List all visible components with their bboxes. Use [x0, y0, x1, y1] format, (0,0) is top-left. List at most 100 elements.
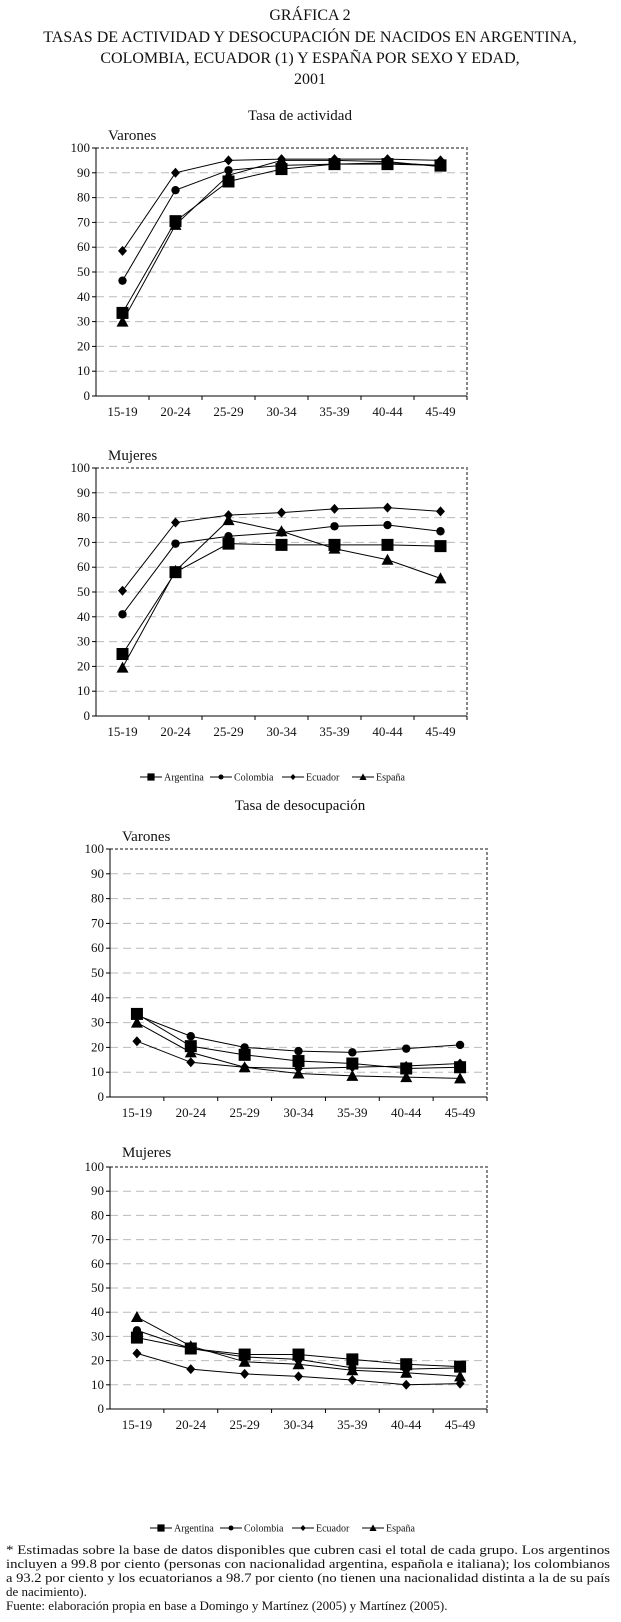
data-point — [402, 1044, 411, 1053]
data-point — [118, 610, 127, 619]
legend-item: España — [352, 773, 405, 784]
figure-title-line-2: COLOMBIA, ECUADOR (1) Y ESPAÑA POR SEXO … — [100, 49, 519, 67]
series-colombia — [132, 1010, 465, 1057]
y-tick-label: 40 — [77, 609, 90, 624]
data-point — [436, 527, 445, 536]
y-tick-label: 100 — [71, 140, 91, 155]
x-tick-label: 35-39 — [337, 1417, 367, 1432]
data-point — [184, 1040, 197, 1053]
series-line — [122, 163, 441, 314]
legend-label: Ecuador — [316, 1524, 350, 1535]
y-tick-label: 80 — [91, 891, 104, 906]
data-point — [118, 585, 127, 596]
data-point — [454, 1370, 467, 1382]
data-point — [224, 155, 233, 166]
data-point — [434, 160, 447, 172]
data-point — [292, 1055, 305, 1068]
data-point — [132, 1036, 142, 1047]
legend-marker — [369, 1524, 377, 1531]
legend-label: España — [386, 1524, 415, 1535]
data-point — [130, 1311, 143, 1323]
y-tick-label: 0 — [84, 708, 91, 723]
data-point — [292, 1358, 305, 1370]
data-point — [238, 1355, 251, 1367]
x-tick-label: 45-49 — [445, 1105, 475, 1120]
data-point — [186, 1364, 196, 1375]
section-title-unemployment: Tasa de desocupación — [235, 798, 366, 814]
data-point — [275, 525, 288, 537]
x-tick-label: 30-34 — [283, 1417, 314, 1432]
legend-marker — [218, 774, 224, 780]
data-point — [132, 1326, 142, 1335]
y-tick-label: 10 — [91, 1064, 104, 1079]
series-ecuador — [132, 1348, 465, 1390]
chart-panel: Mujeres 0 10 20 30 40 50 60 70 80 90 100 15-19 20-24 2… — [85, 1145, 488, 1432]
data-point — [277, 507, 286, 518]
x-tick-label: 40-44 — [372, 724, 403, 739]
data-point — [346, 1353, 359, 1366]
y-tick-label: 20 — [77, 658, 90, 673]
footnote-line: incluyen a 99.8 por ciento (personas con… — [6, 1556, 610, 1571]
data-point — [186, 1057, 196, 1068]
legend-item: Colombia — [220, 1524, 284, 1535]
data-point — [186, 1032, 195, 1041]
plot-border — [96, 147, 468, 396]
legend-marker — [147, 773, 155, 781]
data-point — [171, 185, 180, 195]
footnote-line: a 93.2 por ciento y los ecuatorianos a 9… — [6, 1570, 610, 1585]
y-tick-label: 0 — [84, 388, 91, 403]
panel-title: Mujeres — [122, 1145, 171, 1161]
legend-item: Colombia — [210, 773, 274, 784]
data-point — [347, 1062, 357, 1073]
data-point — [436, 506, 445, 517]
data-point — [238, 1061, 251, 1073]
data-point — [169, 564, 182, 576]
data-point — [330, 503, 339, 514]
data-point — [132, 1010, 142, 1020]
source-line: Fuente: elaboración propia en base a Dom… — [6, 1598, 448, 1613]
legend-item: Argentina — [140, 773, 204, 784]
data-point — [292, 1067, 305, 1079]
x-tick-label: 20-24 — [160, 724, 191, 739]
legend-marker — [157, 1524, 165, 1532]
y-tick-label: 100 — [71, 460, 91, 475]
y-tick-label: 30 — [91, 1015, 104, 1030]
x-tick-label: 30-34 — [266, 724, 297, 739]
legend-label: Colombia — [234, 773, 274, 784]
data-point — [328, 542, 341, 554]
y-tick-label: 60 — [91, 1256, 104, 1271]
data-point — [455, 1363, 465, 1373]
data-point — [455, 1058, 465, 1069]
series-line — [122, 543, 441, 655]
data-point — [275, 538, 288, 551]
data-point — [381, 155, 394, 167]
y-tick-label: 10 — [77, 363, 90, 378]
y-tick-label: 90 — [77, 165, 90, 180]
data-point — [400, 1366, 413, 1378]
x-tick-label: 25-29 — [213, 724, 243, 739]
x-tick-label: 45-49 — [425, 724, 455, 739]
legend-label: España — [376, 773, 405, 784]
legends: Argentina Colombia Ecuador España Argentina C… — [140, 773, 415, 1535]
x-tick-label: 40-44 — [391, 1417, 422, 1432]
data-point — [348, 1048, 357, 1057]
panel-title: Varones — [122, 829, 170, 845]
legend-marker — [359, 773, 367, 780]
y-tick-label: 30 — [77, 634, 90, 649]
data-point — [238, 1048, 251, 1061]
data-point — [381, 553, 394, 565]
data-point — [454, 1072, 467, 1084]
figure-title-line-1: TASAS DE ACTIVIDAD Y DESOCUPACIÓN DE NAC… — [43, 27, 576, 46]
data-point — [401, 1379, 411, 1390]
y-tick-label: 70 — [77, 534, 90, 549]
data-point — [275, 154, 288, 166]
data-point — [222, 537, 235, 550]
panel-title: Mujeres — [108, 448, 157, 464]
data-point — [381, 538, 394, 551]
x-tick-label: 15-19 — [107, 724, 137, 739]
x-tick-label: 20-24 — [176, 1105, 207, 1120]
y-tick-label: 20 — [91, 1353, 104, 1368]
y-tick-label: 20 — [77, 338, 90, 353]
legend-label: Colombia — [244, 1524, 284, 1535]
x-tick-label: 35-39 — [319, 404, 349, 419]
